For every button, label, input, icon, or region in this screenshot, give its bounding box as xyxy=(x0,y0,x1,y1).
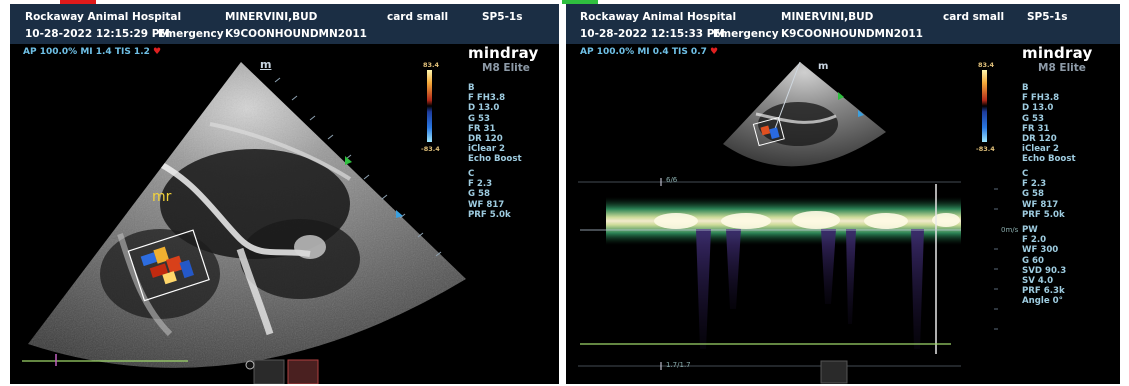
patient-id: K9COONHOUNDMN2011 xyxy=(225,28,367,40)
b-mode-header: B xyxy=(468,83,475,93)
patient-name: MINERVINI,BUD xyxy=(781,11,874,23)
probe-name: SP5-1s xyxy=(1027,11,1068,23)
color-scale-bottom: -83.4 xyxy=(421,145,440,153)
exam-datetime: 10-28-2022 12:15:33 PM xyxy=(580,28,725,40)
sweep-speed-top: 6/6 xyxy=(666,176,678,184)
pw-mode-header: PW xyxy=(1022,225,1038,235)
heart-icon: ♥ xyxy=(710,47,719,57)
left-ultrasound-panel: Rockaway Animal Hospital MINERVINI,BUD c… xyxy=(10,4,559,384)
focus-marker-icon xyxy=(838,92,844,100)
device-model: M8 Elite xyxy=(1038,62,1086,74)
pw-sample-volume: SV 4.0 xyxy=(1022,276,1054,287)
c-prf: PRF 5.0k xyxy=(1022,209,1065,220)
probe-orientation-mark: m xyxy=(260,58,272,71)
preset-name: card small xyxy=(387,11,449,23)
pw-mode-params: PW F 2.0 WF 300 G 60 SVD 90.3 SV 4.0 PRF… xyxy=(1022,225,1066,307)
red-status-marker xyxy=(60,0,96,4)
c-wall-filter: WF 817 xyxy=(468,199,505,210)
c-prf: PRF 5.0k xyxy=(468,209,511,220)
pw-svd: SVD 90.3 xyxy=(1022,265,1067,276)
color-scale-bar xyxy=(982,70,987,142)
acoustic-output-info: AP 100.0% MI 1.4 TIS 1.2 ♥ xyxy=(23,47,162,57)
pw-wall-filter: WF 300 xyxy=(1022,245,1059,256)
b-gain: G 53 xyxy=(1022,113,1045,124)
pw-angle: Angle 0° xyxy=(1022,296,1063,307)
device-model: M8 Elite xyxy=(482,62,530,74)
depth-marker-icon xyxy=(858,110,864,117)
preset-name: card small xyxy=(943,11,1005,23)
b-mode-params: B F FH3.8 D 13.0 G 53 FR 31 DR 120 iClea… xyxy=(1022,83,1076,165)
b-depth: D 13.0 xyxy=(1022,103,1054,114)
b-frame-rate: FR 31 xyxy=(1022,123,1050,134)
b-dynamic-range: DR 120 xyxy=(1022,134,1057,145)
c-mode-params: C F 2.3 G 58 WF 817 PRF 5.0k xyxy=(1022,169,1065,220)
left-header-bar: Rockaway Animal Hospital MINERVINI,BUD c… xyxy=(10,4,559,44)
c-freq: F 2.3 xyxy=(1022,179,1047,190)
exam-type: Emergency xyxy=(713,28,779,40)
right-sector-image xyxy=(578,61,998,384)
b-echo-boost: Echo Boost xyxy=(1022,154,1076,165)
patient-name: MINERVINI,BUD xyxy=(225,11,318,23)
right-ultrasound-panel: Rockaway Animal Hospital MINERVINI,BUD c… xyxy=(566,4,1120,384)
c-mode-params: C F 2.3 G 58 WF 817 PRF 5.0k xyxy=(468,169,511,220)
baseline-velocity-label: 0m/s xyxy=(1001,226,1019,234)
left-sector-image xyxy=(22,62,466,384)
color-scale-bar xyxy=(427,70,432,142)
color-scale-bottom: -83.4 xyxy=(976,145,995,153)
b-depth: D 13.0 xyxy=(468,103,500,114)
pw-prf: PRF 6.3k xyxy=(1022,286,1065,297)
focus-marker-icon xyxy=(345,156,352,165)
b-mode-params: B F FH3.8 D 13.0 G 53 FR 31 DR 120 iClea… xyxy=(468,83,522,165)
c-wall-filter: WF 817 xyxy=(1022,199,1059,210)
b-gain: G 53 xyxy=(468,113,491,124)
color-scale-top: 83.4 xyxy=(423,61,440,69)
heart-icon: ♥ xyxy=(153,47,162,57)
brand-logo: mindray xyxy=(468,44,539,62)
brand-logo: mindray xyxy=(1022,44,1093,62)
acoustic-output-info: AP 100.0% MI 0.4 TIS 0.7 ♥ xyxy=(580,47,719,57)
b-freq: F FH3.8 xyxy=(468,93,506,104)
green-status-marker xyxy=(562,0,598,4)
b-echo-boost: Echo Boost xyxy=(468,154,522,165)
probe-name: SP5-1s xyxy=(482,11,523,23)
b-freq: F FH3.8 xyxy=(1022,93,1060,104)
depth-marker-icon xyxy=(396,210,403,218)
pw-gain: G 60 xyxy=(1022,255,1045,266)
exam-datetime: 10-28-2022 12:15:29 PM xyxy=(25,28,170,40)
color-scale-top: 83.4 xyxy=(978,61,995,69)
c-mode-header: C xyxy=(1022,169,1029,179)
right-header-bar: Rockaway Animal Hospital MINERVINI,BUD c… xyxy=(566,4,1120,44)
b-iclear: iClear 2 xyxy=(468,144,506,155)
sweep-speed-bottom: 1.7/1.7 xyxy=(666,361,691,369)
b-iclear: iClear 2 xyxy=(1022,144,1060,155)
c-gain: G 58 xyxy=(1022,189,1045,200)
hospital-name: Rockaway Animal Hospital xyxy=(580,11,737,23)
b-frame-rate: FR 31 xyxy=(468,123,496,134)
pw-freq: F 2.0 xyxy=(1022,235,1047,246)
probe-orientation-mark: m xyxy=(818,61,829,72)
b-dynamic-range: DR 120 xyxy=(468,134,503,145)
b-mode-header: B xyxy=(1022,83,1029,93)
c-gain: G 58 xyxy=(468,189,491,200)
hospital-name: Rockaway Animal Hospital xyxy=(25,11,182,23)
c-freq: F 2.3 xyxy=(468,179,493,190)
patient-id: K9COONHOUNDMN2011 xyxy=(781,28,923,40)
exam-type: Emergency xyxy=(158,28,224,40)
annotation-label: mr xyxy=(152,189,172,205)
c-mode-header: C xyxy=(468,169,475,179)
